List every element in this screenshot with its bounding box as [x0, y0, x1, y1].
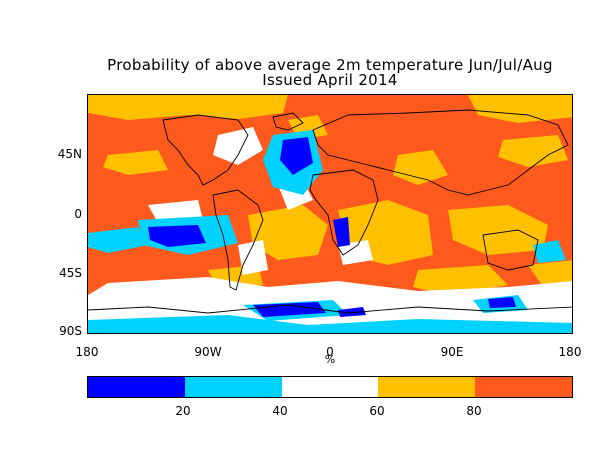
map-canvas: [88, 95, 572, 333]
antarctica-outline: [88, 304, 572, 314]
map-subtitle: Issued April 2014: [262, 71, 398, 89]
y-label-45s: 45S: [59, 266, 82, 280]
map-title: Probability of above average 2m temperat…: [107, 56, 553, 74]
legend-swatch-80-100: [475, 377, 572, 397]
africa-outline: [309, 169, 379, 256]
x-label-90e: 90E: [440, 345, 464, 359]
x-label-180e: 180: [558, 345, 582, 359]
color-legend: [87, 376, 573, 398]
legend-label-80: 80: [466, 404, 482, 418]
y-label-0: 0: [74, 207, 82, 221]
legend-label-20: 20: [175, 404, 191, 418]
legend-swatch-20-40: [184, 377, 282, 397]
north-america-outline: [162, 114, 249, 186]
australia-outline: [482, 229, 539, 271]
x-label-0: 0: [326, 345, 334, 359]
legend-swatch-60-80: [378, 377, 476, 397]
south-america-outline: [212, 189, 264, 291]
legend-label-40: 40: [272, 404, 288, 418]
legend-label-60: 60: [369, 404, 385, 418]
legend-swatch-0-20: [88, 377, 185, 397]
x-label-90w: 90W: [194, 345, 222, 359]
y-label-45n: 45N: [57, 147, 82, 161]
coastlines: [88, 109, 572, 314]
unit-label: %: [324, 353, 336, 366]
probability-map: [87, 94, 573, 334]
x-label-180w: 180: [75, 345, 99, 359]
y-label-90s: 90S: [59, 324, 82, 338]
probability-0-20-regions: [148, 137, 516, 317]
greenland-outline: [272, 112, 304, 131]
legend-swatch-40-60: [281, 377, 379, 397]
eurasia-outline: [312, 109, 569, 196]
